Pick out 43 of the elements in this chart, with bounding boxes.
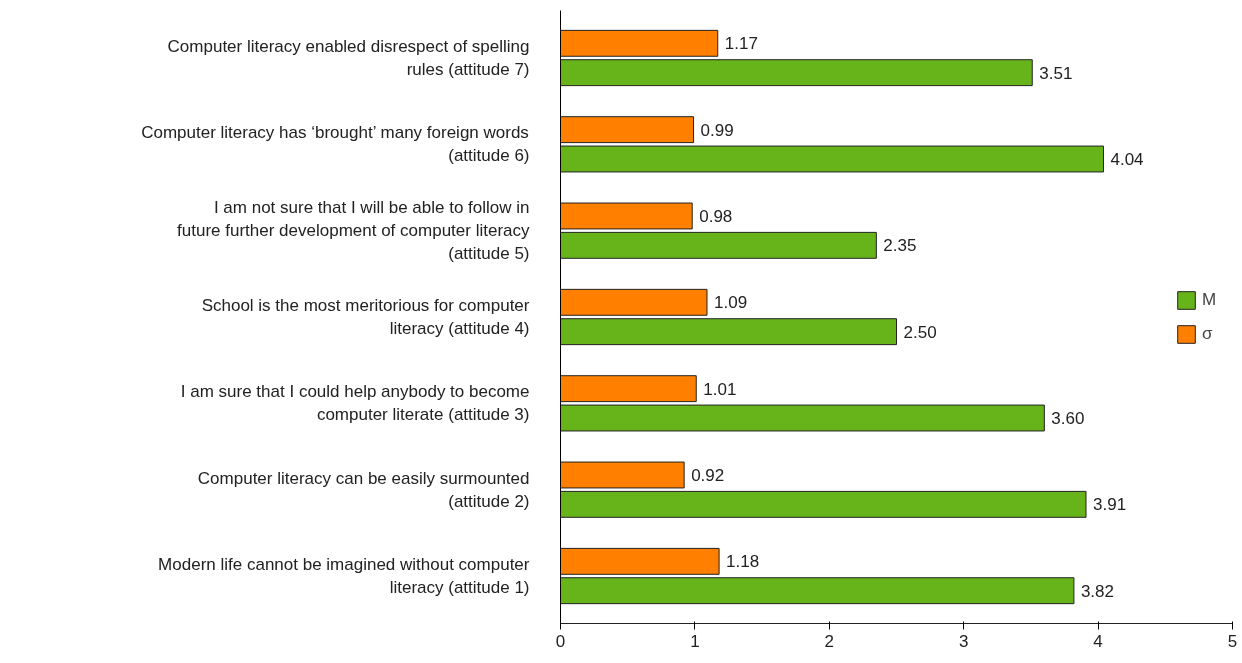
bar xyxy=(560,145,1104,173)
bar xyxy=(560,547,720,575)
bar xyxy=(560,577,1075,605)
bar xyxy=(560,231,877,259)
legend-label: M xyxy=(1202,289,1218,310)
bar xyxy=(560,288,708,316)
bar xyxy=(560,318,897,346)
data-label: 1.01 xyxy=(703,379,737,399)
bar xyxy=(560,490,1087,518)
y-tick-label: I am not sure that I will be able to follow in future further development of computer literacy (attitude 5) xyxy=(177,198,530,263)
data-label: 3.60 xyxy=(1051,409,1085,429)
y-tick-label: Modern life cannot be imagined without computer literacy (attitude 1) xyxy=(158,555,530,597)
y-tick-label: Computer literacy can be easily surmounted (attitude 2) xyxy=(197,468,530,511)
bar xyxy=(560,116,695,144)
bar xyxy=(560,461,685,489)
data-label: 4.04 xyxy=(1110,150,1144,169)
data-label: 3.91 xyxy=(1093,495,1127,515)
y-tick-label: I am sure that I could help anybody to become computer literate (attitude 3) xyxy=(180,382,530,425)
bar xyxy=(560,404,1045,432)
data-label: 2.35 xyxy=(883,236,917,256)
data-label: 3.51 xyxy=(1039,63,1073,83)
x-tick-label: 3 xyxy=(958,631,969,651)
data-label: 0.99 xyxy=(700,120,734,140)
data-label: 1.17 xyxy=(724,34,758,54)
x-tick-label: 4 xyxy=(1093,631,1103,651)
y-tick-label: Computer literacy has ‘brought’ many foreign words (attitude 6) xyxy=(141,123,530,166)
data-label: 0.98 xyxy=(699,206,733,226)
bar xyxy=(560,59,1033,87)
bar xyxy=(560,29,719,57)
data-label: 1.18 xyxy=(726,552,760,572)
data-label: 1.09 xyxy=(714,293,748,313)
y-tick-label: School is the most meritorious for computer literacy (attitude 4) xyxy=(201,296,530,338)
bar xyxy=(560,202,693,230)
legend-label: σ xyxy=(1202,323,1214,344)
y-tick-label: Computer literacy enabled disrespect of spelling rules (attitude 7) xyxy=(167,37,530,79)
bar xyxy=(560,375,697,403)
data-label: 2.50 xyxy=(903,322,937,342)
x-tick-label: 1 xyxy=(690,631,700,651)
x-tick-label: 2 xyxy=(824,631,835,651)
x-tick-label: 5 xyxy=(1227,631,1238,651)
x-tick-label: 0 xyxy=(555,631,566,651)
data-label: 3.82 xyxy=(1080,581,1114,601)
data-label: 0.92 xyxy=(691,466,725,485)
